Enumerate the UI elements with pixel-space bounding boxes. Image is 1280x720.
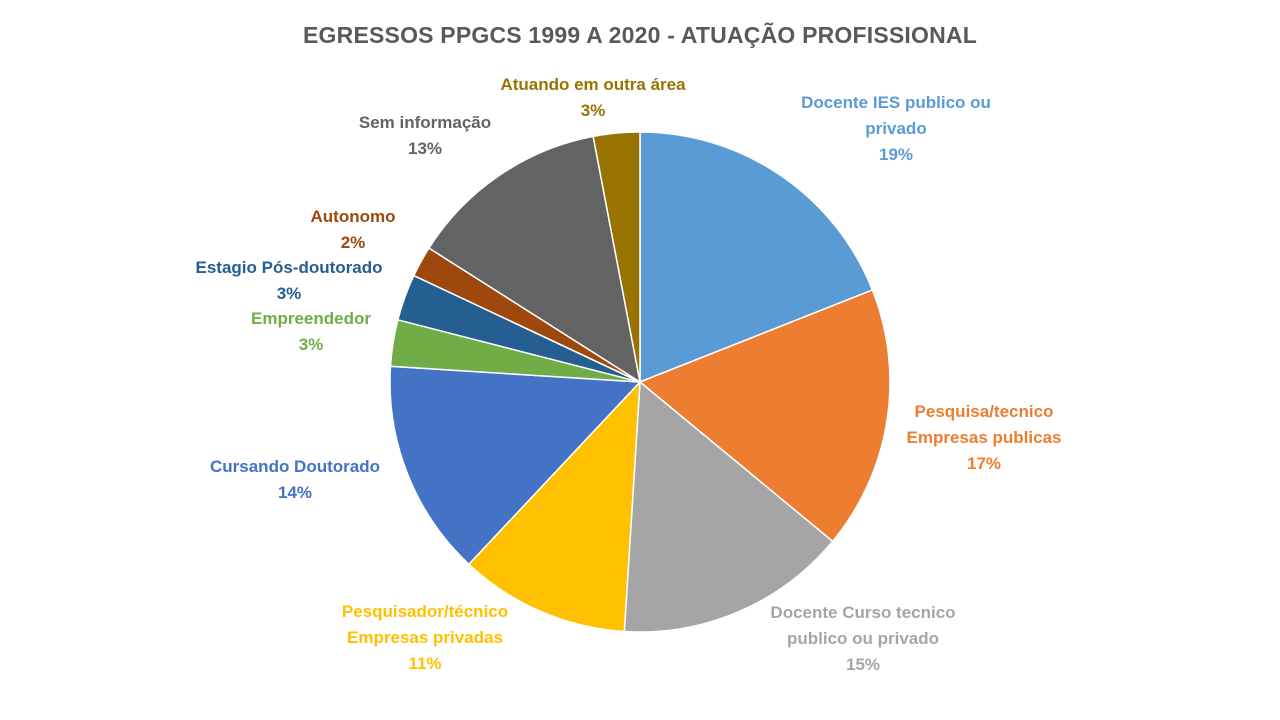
slice-percent: 17% <box>967 454 1001 473</box>
slice-name-line: Empresas publicas <box>907 428 1062 447</box>
slice-label-8: Autonomo 2% <box>311 207 396 252</box>
slice-percent: 15% <box>846 655 880 674</box>
slice-name-line: Estagio Pós-doutorado <box>196 258 383 277</box>
slice-label-5: Cursando Doutorado 14% <box>210 457 380 502</box>
slice-percent: 14% <box>278 483 312 502</box>
pie-slice-5 <box>389 365 642 566</box>
pie-slice-2 <box>638 288 891 543</box>
slice-percent: 3% <box>299 335 324 354</box>
slice-label-7: Estagio Pós-doutorado 3% <box>196 258 383 303</box>
slice-percent: 11% <box>408 654 441 673</box>
slice-label-10: Atuando em outra área 3% <box>500 75 686 120</box>
slice-percent: 2% <box>341 233 366 252</box>
slice-name-line: Empresas privadas <box>347 628 503 647</box>
slice-percent: 3% <box>581 101 606 120</box>
slice-label-4: Pesquisador/técnico Empresas privadas 11% <box>342 602 508 673</box>
slice-label-9: Sem informação 13% <box>359 113 491 158</box>
slice-name-line: privado <box>865 119 926 138</box>
pie-slice-1 <box>639 131 874 384</box>
pie-slice-3 <box>623 380 834 633</box>
slice-name-line: Atuando em outra área <box>500 75 686 94</box>
pie-slice-4 <box>467 379 641 633</box>
slice-name-line: Pesquisa/tecnico <box>915 402 1054 421</box>
slice-name-line: Cursando Doutorado <box>210 457 380 476</box>
slice-percent: 19% <box>879 145 913 164</box>
pie-slice-9 <box>427 135 642 384</box>
slice-label-2: Pesquisa/tecnico Empresas publicas 17% <box>907 402 1062 473</box>
pie-slice-10 <box>592 131 641 383</box>
slice-label-1: Docente IES publico ou privado 19% <box>801 93 991 164</box>
slice-name-line: Sem informação <box>359 113 491 132</box>
slice-name-line: Empreendedor <box>251 309 371 328</box>
slice-label-6: Empreendedor 3% <box>251 309 371 354</box>
slice-name-line: publico ou privado <box>787 629 939 648</box>
slice-name-line: Autonomo <box>311 207 396 226</box>
chart-title: EGRESSOS PPGCS 1999 A 2020 - ATUAÇÃO PRO… <box>303 22 977 48</box>
slice-label-3: Docente Curso tecnico publico ou privado 1… <box>770 603 955 674</box>
slice-percent: 3% <box>277 284 302 303</box>
slice-name-line: Pesquisador/técnico <box>342 602 508 621</box>
slice-percent: 13% <box>408 139 442 158</box>
slice-name-line: Docente Curso tecnico <box>770 603 955 622</box>
slice-name-line: Docente IES publico ou <box>801 93 991 112</box>
